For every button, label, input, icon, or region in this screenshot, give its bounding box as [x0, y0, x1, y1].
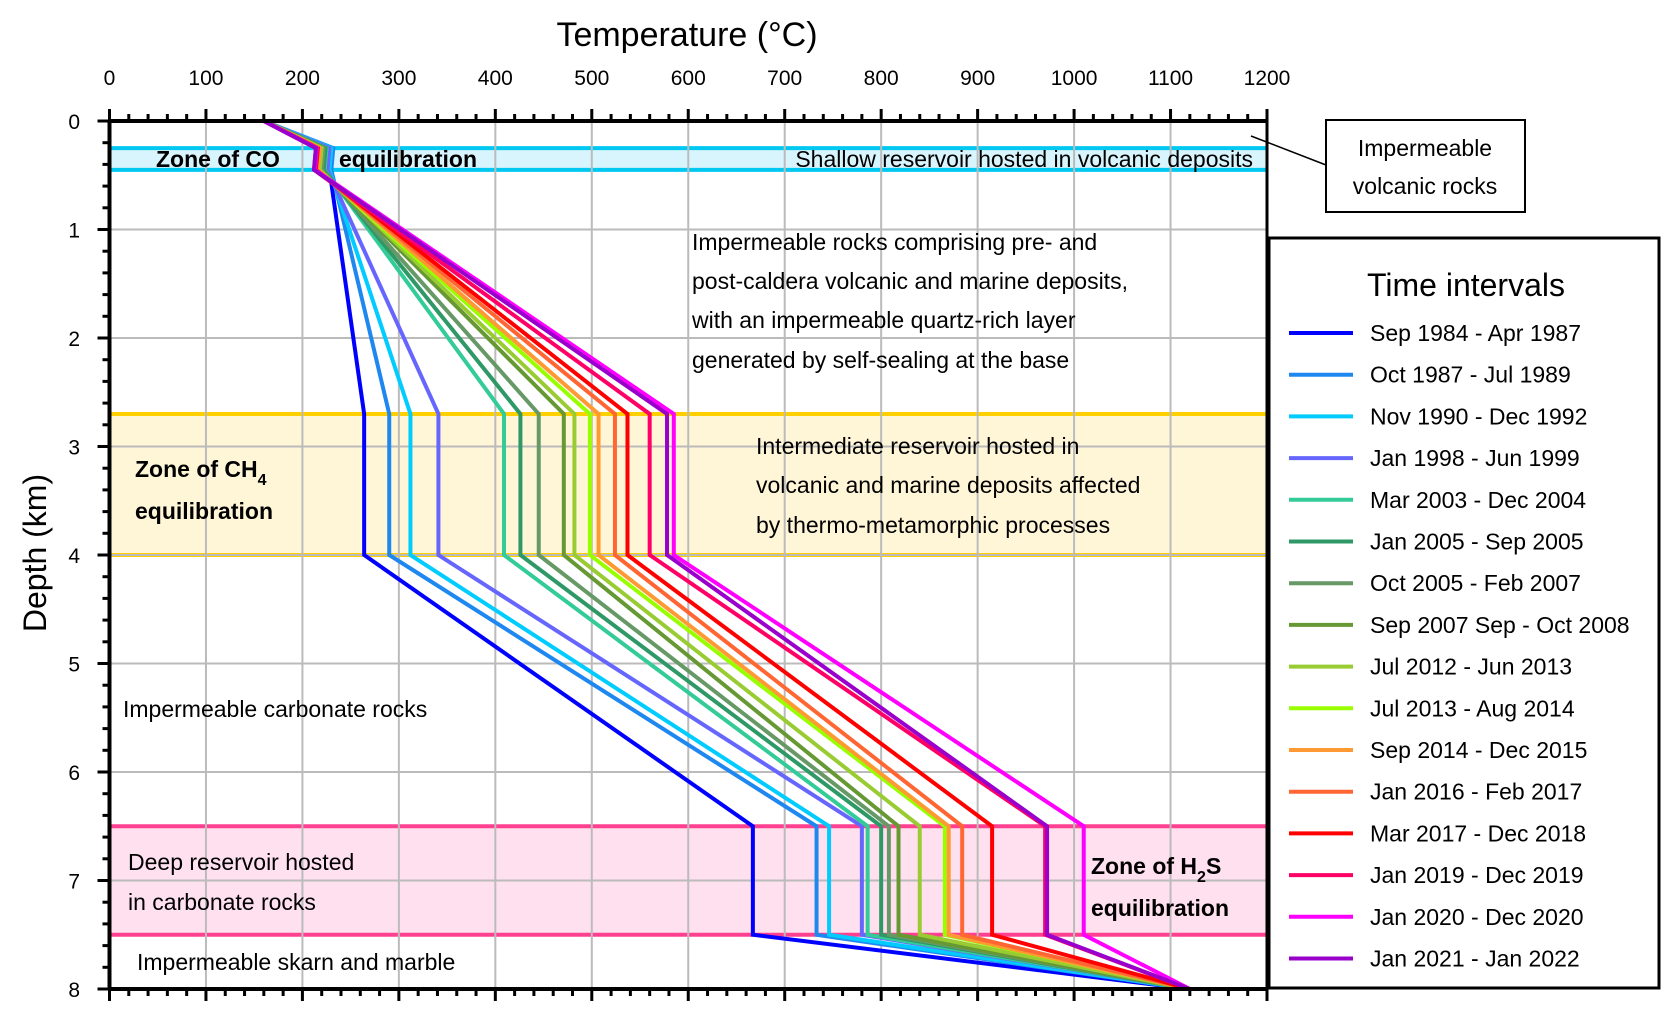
- h2s-zone-text-2: S: [1206, 853, 1221, 879]
- impermeable-rocks-line-1: Impermeable rocks comprising pre- and: [692, 229, 1097, 255]
- skarn-label: Impermeable skarn and marble: [137, 949, 455, 975]
- x-tick-label: 1100: [1148, 67, 1193, 90]
- intermediate-line-1: Intermediate reservoir hosted in: [756, 433, 1079, 459]
- y-axis-label: Depth (km): [17, 474, 53, 632]
- y-tick-label: 6: [68, 762, 80, 785]
- y-tick-label: 0: [68, 111, 80, 134]
- legend-label: Sep 2014 - Dec 2015: [1370, 737, 1587, 763]
- series-line: [262, 119, 1191, 991]
- legend-label: Jan 2021 - Jan 2022: [1370, 946, 1580, 972]
- legend-label: Jan 2016 - Feb 2017: [1370, 779, 1582, 805]
- legend-label: Jan 2020 - Dec 2020: [1370, 904, 1584, 930]
- legend-title: Time intervals: [1367, 267, 1565, 303]
- ch4-zone-text: Zone of CH: [135, 456, 258, 482]
- co-zone-label-2: equilibration: [339, 146, 477, 172]
- leader-line: [1250, 135, 1327, 166]
- deep-reservoir-line-2: in carbonate rocks: [128, 889, 316, 915]
- y-tick-label: 7: [68, 871, 80, 894]
- shallow-reservoir-label: Shallow reservoir hosted in volcanic dep…: [795, 146, 1253, 172]
- x-tick-label: 600: [671, 67, 706, 90]
- ch4-zone-label: Zone of CH4: [135, 456, 267, 489]
- ch4-subscript: 4: [258, 472, 267, 489]
- legend-label: Jan 2019 - Dec 2019: [1370, 862, 1584, 888]
- legend-box: [1267, 236, 1661, 990]
- legend-label: Nov 1990 - Dec 1992: [1370, 403, 1587, 429]
- legend-label: Sep 1984 - Apr 1987: [1370, 320, 1581, 346]
- x-tick-label: 200: [285, 67, 320, 90]
- co-zone-label: Zone of CO: [156, 146, 280, 172]
- x-tick-label: 0: [104, 67, 116, 90]
- h2s-zone-text: Zone of H: [1091, 853, 1197, 879]
- carbonate-label: Impermeable carbonate rocks: [123, 696, 427, 722]
- x-tick-label: 700: [767, 67, 802, 90]
- legend-label: Jan 2005 - Sep 2005: [1370, 529, 1584, 555]
- legend-label: Jul 2013 - Aug 2014: [1370, 695, 1575, 721]
- x-tick-label: 300: [381, 67, 416, 90]
- h2s-subscript: 2: [1197, 869, 1206, 886]
- legend-label: Mar 2017 - Dec 2018: [1370, 820, 1586, 846]
- deep-reservoir-line-1: Deep reservoir hosted: [128, 849, 354, 875]
- impermeable-rocks-line-3: with an impermeable quartz-rich layer: [691, 307, 1076, 333]
- impermeable-volcanic-box: [1325, 119, 1526, 213]
- impermeable-rocks-line-2: post-caldera volcanic and marine deposit…: [692, 268, 1128, 294]
- y-tick-label: 3: [68, 437, 80, 460]
- y-tick-label: 8: [68, 979, 80, 1002]
- y-tick-label: 1: [68, 220, 80, 243]
- impermeable-volcanic-line-2: volcanic rocks: [1353, 173, 1497, 199]
- impermeable-volcanic-line-1: Impermeable: [1358, 135, 1492, 161]
- legend-label: Oct 2005 - Feb 2007: [1370, 570, 1581, 596]
- x-tick-label: 100: [188, 67, 223, 90]
- x-tick-label: 800: [864, 67, 899, 90]
- y-tick-label: 4: [68, 545, 80, 568]
- chart-title: Temperature (°C): [556, 16, 817, 54]
- y-tick-label: 5: [68, 654, 80, 677]
- x-tick-label: 500: [574, 67, 609, 90]
- y-tick-label: 2: [68, 328, 80, 351]
- legend-label: Jan 1998 - Jun 1999: [1370, 445, 1580, 471]
- x-tick-label: 400: [478, 67, 513, 90]
- x-tick-label: 900: [960, 67, 995, 90]
- ch4-zone-label-2: equilibration: [135, 498, 273, 524]
- intermediate-line-2: volcanic and marine deposits affected: [756, 472, 1140, 498]
- legend-label: Jul 2012 - Jun 2013: [1370, 654, 1572, 680]
- impermeable-rocks-line-4: generated by self-sealing at the base: [692, 347, 1069, 373]
- legend: Time intervals Sep 1984 - Apr 1987 Oct 19…: [1267, 236, 1661, 990]
- legend-label: Sep 2007 Sep - Oct 2008: [1370, 612, 1630, 638]
- intermediate-line-3: by thermo-metamorphic processes: [756, 512, 1110, 538]
- h2s-zone-label: Zone of H2S: [1091, 853, 1221, 886]
- x-tick-label: 1000: [1051, 67, 1098, 90]
- legend-label: Oct 1987 - Jul 1989: [1370, 362, 1571, 388]
- x-tick-label: 1200: [1244, 67, 1291, 90]
- legend-label: Mar 2003 - Dec 2004: [1370, 487, 1586, 513]
- h2s-zone-label-2: equilibration: [1091, 895, 1229, 921]
- series-line: [263, 119, 1191, 991]
